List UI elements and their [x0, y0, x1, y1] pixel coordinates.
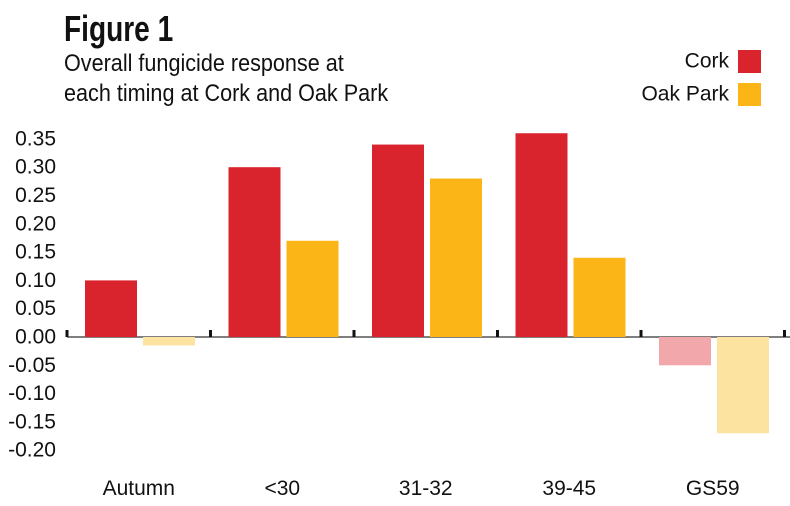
y-tick-label: -0.20: [8, 439, 56, 462]
y-tick-label: 0.20: [15, 212, 56, 235]
y-tick-label: -0.10: [8, 382, 56, 405]
chart-subtitle-line-2: each timing at Cork and Oak Park: [64, 80, 389, 107]
y-tick-label: 0.30: [15, 156, 56, 179]
y-tick-label: -0.05: [8, 354, 56, 377]
bar-cork: [659, 337, 711, 366]
bar-cork: [85, 280, 137, 337]
legend-label: Cork: [685, 50, 730, 73]
y-tick-label: 0.00: [15, 326, 56, 349]
y-tick-label: 0.25: [15, 184, 56, 207]
y-tick-label: -0.15: [8, 410, 56, 433]
bar-cork: [372, 144, 424, 337]
bar-cork: [515, 133, 568, 337]
x-tick-label: <30: [264, 477, 300, 500]
x-tick-label: 39-45: [542, 477, 596, 500]
x-tick-label: 31-32: [399, 477, 453, 500]
legend-swatch: [738, 50, 761, 73]
legend-label: Oak Park: [641, 83, 729, 106]
bar-oak-park: [286, 240, 339, 337]
bar-oak-park: [143, 337, 195, 346]
bar-oak-park: [717, 337, 769, 434]
bar-oak-park: [573, 257, 626, 337]
y-tick-label: 0.10: [15, 269, 56, 292]
chart-title: Figure 1: [64, 8, 174, 49]
chart-subtitle-line-1: Overall fungicide response at: [64, 50, 344, 77]
bar-cork: [228, 167, 281, 337]
x-tick-label: Autumn: [103, 477, 175, 500]
x-tick-label: GS59: [686, 477, 740, 500]
y-tick-label: 0.15: [15, 241, 56, 264]
legend-swatch: [738, 83, 761, 106]
y-tick-label: 0.05: [15, 297, 56, 320]
y-tick-label: 0.35: [15, 127, 56, 150]
bar-oak-park: [430, 178, 482, 337]
